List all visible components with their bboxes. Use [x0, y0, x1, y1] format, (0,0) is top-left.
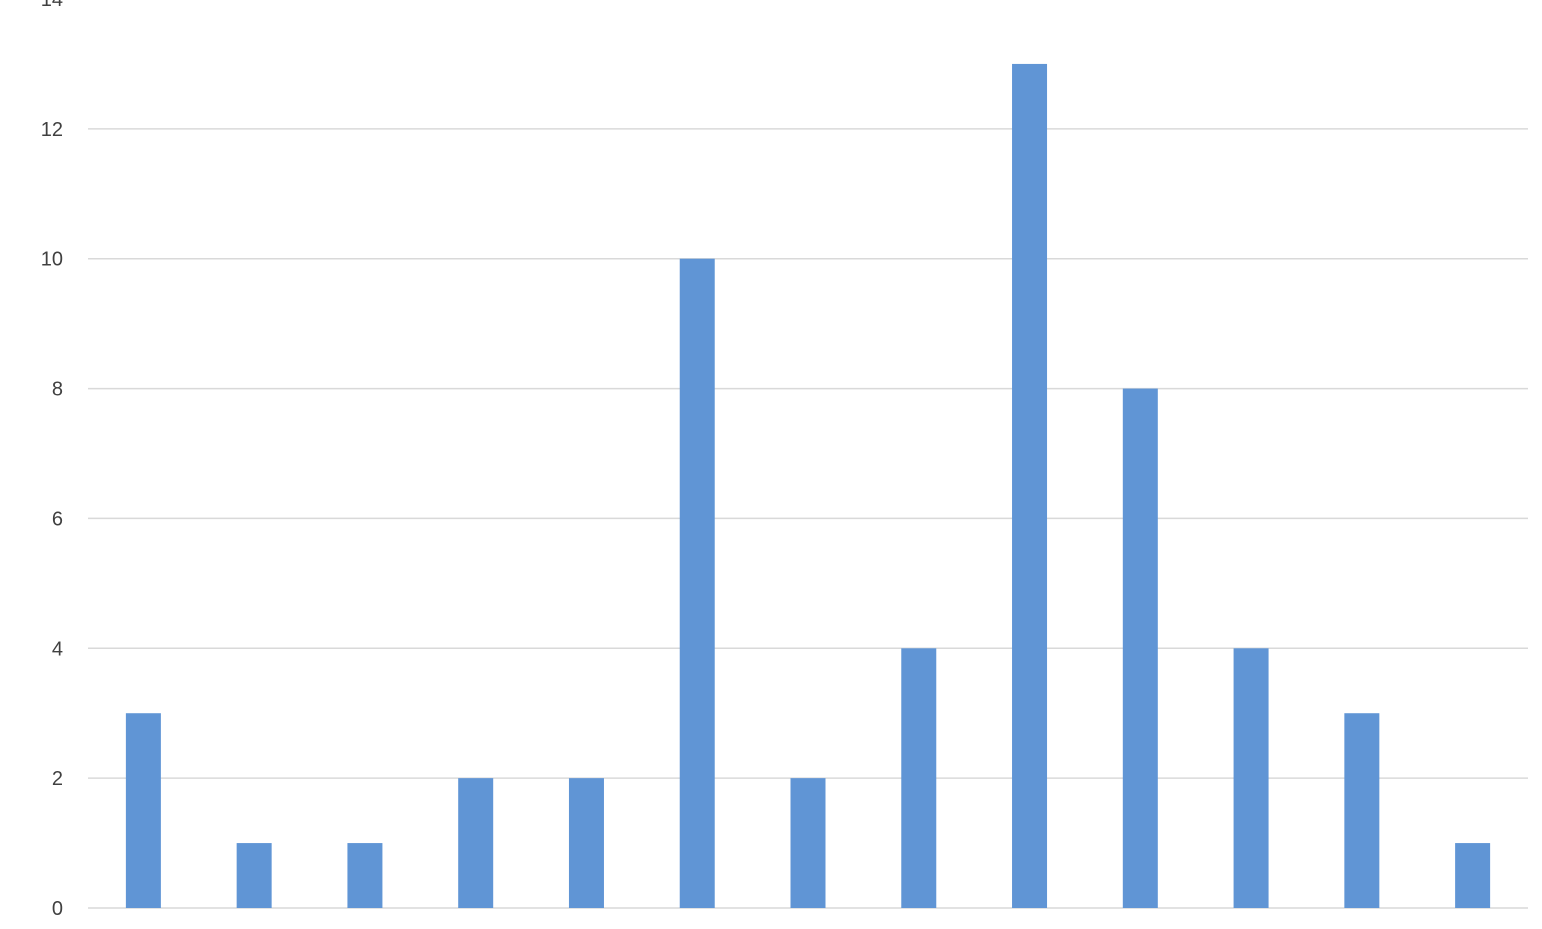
- y-tick-label: 6: [52, 508, 63, 530]
- bar: [679, 258, 715, 908]
- y-tick-label: 10: [41, 249, 63, 271]
- bar: [790, 778, 826, 908]
- y-tick-label: 0: [52, 898, 63, 920]
- bar: [1455, 843, 1491, 908]
- bar: [568, 778, 604, 908]
- bar: [1012, 63, 1048, 908]
- y-tick-label: 8: [52, 379, 63, 401]
- y-tick-label: 12: [41, 119, 63, 141]
- bar: [347, 843, 383, 908]
- bar: [125, 713, 161, 908]
- y-tick-label: 4: [52, 638, 63, 660]
- bars: [125, 63, 1491, 909]
- bar: [236, 843, 272, 908]
- y-axis-ticks: 0 2 4 6 8 10 12 14: [41, 0, 63, 920]
- bar: [1122, 388, 1158, 909]
- bar: [458, 778, 494, 908]
- y-tick-label: 14: [41, 0, 63, 11]
- gridlines: [88, 128, 1528, 909]
- bar: [1233, 648, 1269, 908]
- bar: [1344, 713, 1380, 908]
- bar: [901, 648, 937, 908]
- y-tick-label: 2: [52, 768, 63, 790]
